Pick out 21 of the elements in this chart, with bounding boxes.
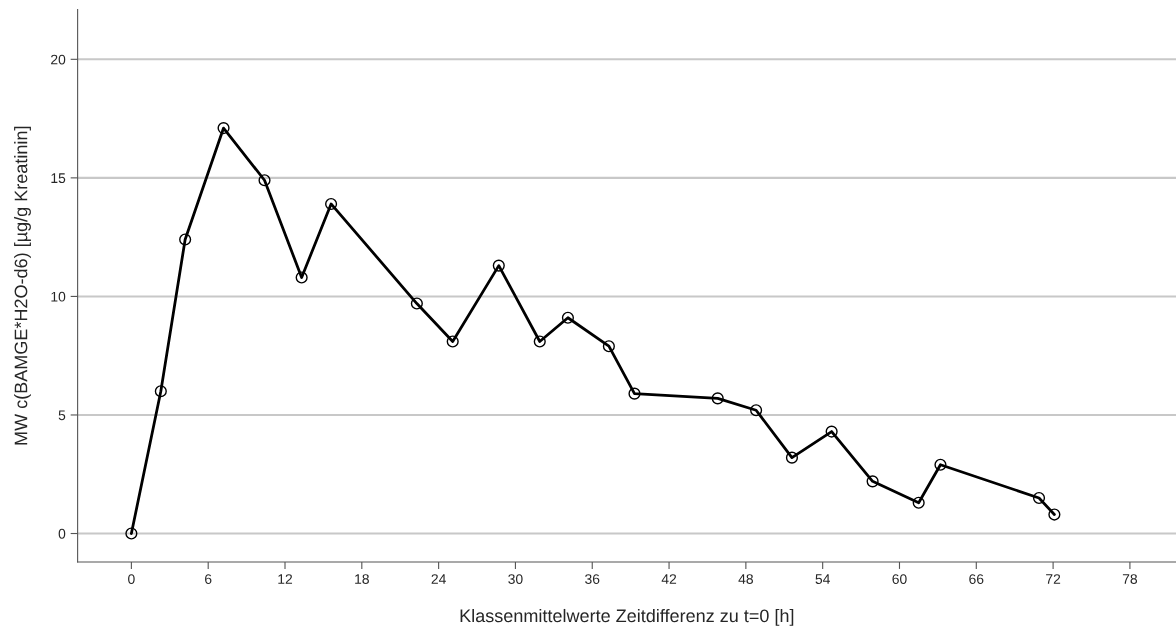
x-tick-label: 60 xyxy=(892,574,907,584)
y-axis-title: MW c(BAMGE*H2O-d6) [µg/g Kreatinin] xyxy=(14,126,31,445)
x-tick-label: 36 xyxy=(585,574,600,584)
y-tick-label: 15 xyxy=(51,173,66,184)
x-tick-label: 6 xyxy=(205,574,212,584)
x-tick-label: 48 xyxy=(738,574,753,584)
x-tick-label: 66 xyxy=(969,574,984,584)
y-tick-label: 5 xyxy=(58,410,66,421)
y-tick-label: 0 xyxy=(58,528,66,539)
x-tick-label: 54 xyxy=(815,574,830,584)
x-tick-label: 42 xyxy=(661,574,677,584)
y-tick-label: 10 xyxy=(51,291,66,302)
x-tick-label: 12 xyxy=(278,574,293,584)
x-tick-label: 78 xyxy=(1122,574,1138,584)
x-tick-label: 0 xyxy=(128,574,135,584)
x-axis-title: Klassenmittelwerte Zeitdifferenz zu t=0 [h] xyxy=(460,608,794,626)
x-tick-label: 18 xyxy=(355,574,369,584)
x-tick-label: 72 xyxy=(1046,574,1061,584)
x-tick-label: 30 xyxy=(508,574,523,584)
x-tick-label: 24 xyxy=(431,574,446,584)
y-tick-label: 20 xyxy=(51,54,66,65)
